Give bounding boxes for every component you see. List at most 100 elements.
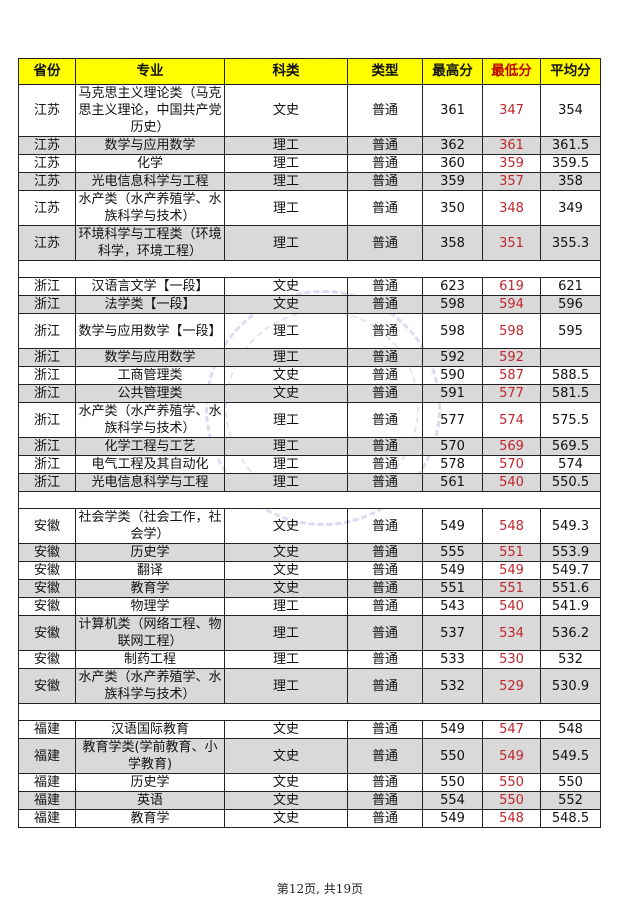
cell-enroll-type: 普通	[347, 84, 423, 137]
table-row: 福建 教育学类(学前教育、小学教育) 文史 普通 550 549 549.5	[18, 738, 601, 774]
cell-major: 教育学	[75, 809, 225, 828]
cell-max-score: 598	[422, 313, 483, 349]
cell-avg-score: 596	[540, 295, 601, 314]
cell-enroll-type: 普通	[347, 366, 423, 385]
cell-enroll-type: 普通	[347, 543, 423, 562]
table-row: 浙江 数学与应用数学【一段】 理工 普通 598 598 595	[18, 313, 601, 349]
header-enroll-type: 类型	[347, 58, 423, 85]
cell-subject-type: 理工	[224, 473, 348, 492]
cell-province: 福建	[18, 773, 76, 792]
cell-province: 浙江	[18, 313, 76, 349]
cell-province: 浙江	[18, 277, 76, 296]
cell-avg-score: 355.3	[540, 225, 601, 261]
cell-province: 福建	[18, 720, 76, 739]
cell-subject-type: 文史	[224, 543, 348, 562]
cell-major: 教育学类(学前教育、小学教育)	[75, 738, 225, 774]
cell-subject-type: 理工	[224, 402, 348, 438]
cell-avg-score: 549.5	[540, 738, 601, 774]
cell-avg-score: 549.3	[540, 508, 601, 544]
cell-major: 数学与应用数学	[75, 136, 225, 155]
cell-major: 法学类【一段】	[75, 295, 225, 314]
cell-avg-score: 354	[540, 84, 601, 137]
cell-province: 浙江	[18, 348, 76, 367]
table-row: 浙江 化学工程与工艺 理工 普通 570 569 569.5	[18, 437, 601, 456]
cell-enroll-type: 普通	[347, 791, 423, 810]
cell-enroll-type: 普通	[347, 579, 423, 598]
cell-subject-type: 理工	[224, 190, 348, 226]
table-row: 江苏 光电信息科学与工程 理工 普通 359 357 358	[18, 172, 601, 191]
blank-cell	[18, 491, 601, 509]
cell-province: 江苏	[18, 84, 76, 137]
cell-avg-score: 574	[540, 455, 601, 474]
cell-max-score: 577	[422, 402, 483, 438]
section-separator	[18, 260, 601, 278]
table-row: 福建 教育学 文史 普通 549 548 548.5	[18, 809, 601, 828]
cell-province: 安徽	[18, 650, 76, 669]
table-row: 福建 英语 文史 普通 554 550 552	[18, 791, 601, 810]
table-row: 浙江 数学与应用数学 理工 普通 592 592	[18, 348, 601, 367]
cell-avg-score: 359.5	[540, 154, 601, 173]
cell-province: 浙江	[18, 384, 76, 403]
blank-cell	[18, 260, 601, 278]
cell-province: 福建	[18, 738, 76, 774]
cell-subject-type: 文史	[224, 366, 348, 385]
cell-province: 安徽	[18, 615, 76, 651]
cell-min-score: 592	[482, 348, 541, 367]
cell-min-score: 551	[482, 543, 541, 562]
cell-province: 安徽	[18, 508, 76, 544]
cell-province: 安徽	[18, 597, 76, 616]
cell-province: 福建	[18, 809, 76, 828]
section-separator	[18, 703, 601, 721]
cell-province: 江苏	[18, 190, 76, 226]
cell-min-score: 357	[482, 172, 541, 191]
cell-enroll-type: 普通	[347, 136, 423, 155]
section-separator	[18, 491, 601, 509]
cell-major: 水产类（水产养殖学、水族科学与技术）	[75, 402, 225, 438]
cell-avg-score: 541.9	[540, 597, 601, 616]
cell-enroll-type: 普通	[347, 668, 423, 704]
cell-enroll-type: 普通	[347, 508, 423, 544]
table-row: 安徽 历史学 文史 普通 555 551 553.9	[18, 543, 601, 562]
cell-enroll-type: 普通	[347, 561, 423, 580]
cell-major: 马克思主义理论类（马克思主义理论，中国共产党历史）	[75, 84, 225, 137]
cell-max-score: 554	[422, 791, 483, 810]
cell-subject-type: 理工	[224, 455, 348, 474]
cell-avg-score: 581.5	[540, 384, 601, 403]
cell-avg-score: 595	[540, 313, 601, 349]
cell-avg-score: 361.5	[540, 136, 601, 155]
table-row: 江苏 化学 理工 普通 360 359 359.5	[18, 154, 601, 173]
cell-min-score: 619	[482, 277, 541, 296]
cell-subject-type: 文史	[224, 295, 348, 314]
cell-max-score: 359	[422, 172, 483, 191]
cell-enroll-type: 普通	[347, 597, 423, 616]
cell-subject-type: 文史	[224, 720, 348, 739]
cell-enroll-type: 普通	[347, 295, 423, 314]
blank-cell	[18, 703, 601, 721]
cell-min-score: 551	[482, 579, 541, 598]
table-row: 浙江 公共管理类 文史 普通 591 577 581.5	[18, 384, 601, 403]
cell-subject-type: 文史	[224, 579, 348, 598]
cell-enroll-type: 普通	[347, 402, 423, 438]
cell-max-score: 623	[422, 277, 483, 296]
cell-subject-type: 理工	[224, 172, 348, 191]
cell-enroll-type: 普通	[347, 650, 423, 669]
cell-subject-type: 理工	[224, 154, 348, 173]
cell-major: 物理学	[75, 597, 225, 616]
cell-subject-type: 文史	[224, 561, 348, 580]
header-subject-type: 科类	[224, 58, 348, 85]
cell-enroll-type: 普通	[347, 738, 423, 774]
cell-min-score: 574	[482, 402, 541, 438]
cell-max-score: 360	[422, 154, 483, 173]
cell-subject-type: 理工	[224, 668, 348, 704]
cell-major: 环境科学与工程类（环境科学，环境工程）	[75, 225, 225, 261]
cell-subject-type: 文史	[224, 277, 348, 296]
cell-avg-score: 532	[540, 650, 601, 669]
cell-province: 江苏	[18, 154, 76, 173]
cell-max-score: 578	[422, 455, 483, 474]
cell-province: 安徽	[18, 543, 76, 562]
cell-min-score: 530	[482, 650, 541, 669]
cell-enroll-type: 普通	[347, 172, 423, 191]
cell-major: 化学工程与工艺	[75, 437, 225, 456]
cell-major: 电气工程及其自动化	[75, 455, 225, 474]
cell-enroll-type: 普通	[347, 313, 423, 349]
